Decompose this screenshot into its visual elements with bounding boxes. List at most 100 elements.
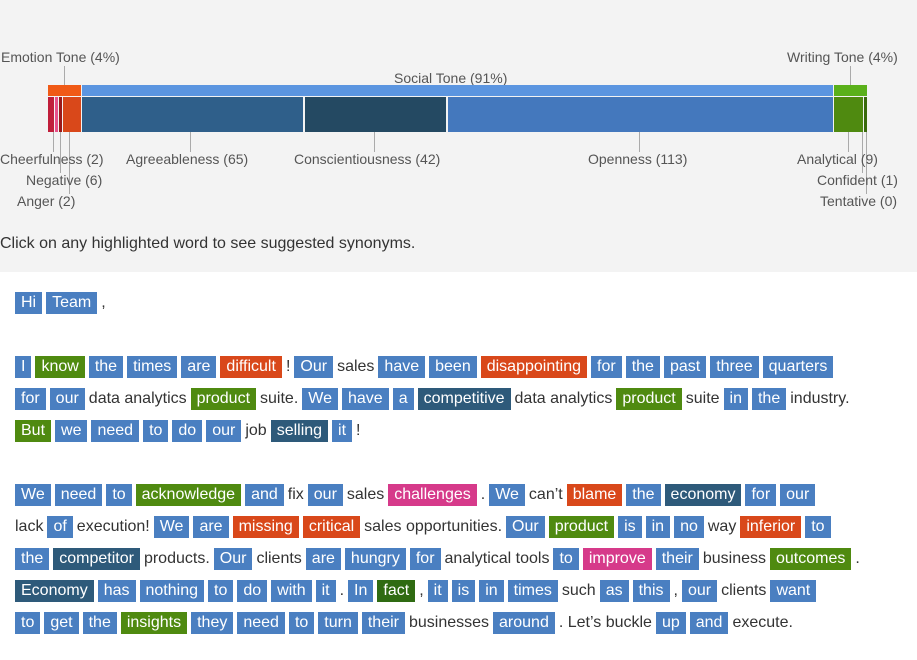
highlighted-word[interactable]: the — [88, 356, 124, 378]
highlighted-word[interactable]: But — [15, 420, 52, 442]
highlighted-word[interactable]: to — [805, 516, 831, 538]
highlighted-word[interactable]: In — [348, 580, 374, 602]
highlighted-word[interactable]: our — [307, 484, 343, 506]
highlighted-word[interactable]: times — [127, 356, 178, 378]
highlighted-word[interactable]: fact — [377, 580, 416, 602]
emotion-tone-bar[interactable] — [48, 85, 81, 96]
highlighted-word[interactable]: want — [770, 580, 817, 602]
highlighted-word[interactable]: inferior — [740, 516, 802, 538]
highlighted-word[interactable]: with — [271, 580, 312, 602]
highlighted-word[interactable]: We — [302, 388, 338, 410]
highlighted-word[interactable]: critical — [302, 516, 361, 538]
highlighted-word[interactable]: I — [15, 356, 32, 378]
highlighted-word[interactable]: get — [44, 612, 79, 634]
highlighted-word[interactable]: blame — [566, 484, 623, 506]
highlighted-word[interactable]: in — [723, 388, 748, 410]
highlighted-word[interactable]: to — [553, 548, 579, 570]
highlighted-word[interactable]: Our — [294, 356, 334, 378]
highlighted-word[interactable]: missing — [232, 516, 299, 538]
highlighted-word[interactable]: We — [153, 516, 190, 538]
highlighted-word[interactable]: as — [599, 580, 629, 602]
emotion-rest-bar[interactable] — [63, 97, 81, 132]
highlighted-word[interactable]: the — [625, 356, 660, 378]
agreeableness-bar[interactable] — [82, 97, 303, 132]
highlighted-word[interactable]: are — [193, 516, 229, 538]
confident-bar[interactable] — [864, 97, 867, 132]
highlighted-word[interactable]: the — [751, 388, 787, 410]
highlighted-word[interactable]: need — [91, 420, 140, 442]
highlighted-word[interactable]: competitor — [53, 548, 140, 570]
highlighted-word[interactable]: are — [305, 548, 341, 570]
highlighted-word[interactable]: around — [493, 612, 555, 634]
highlighted-word[interactable]: is — [451, 580, 476, 602]
highlighted-word[interactable]: up — [655, 612, 686, 634]
highlighted-word[interactable]: to — [143, 420, 169, 442]
anger-bar[interactable] — [59, 97, 62, 132]
highlighted-word[interactable]: have — [378, 356, 426, 378]
highlighted-word[interactable]: need — [237, 612, 285, 634]
highlighted-word[interactable]: for — [15, 388, 46, 410]
highlighted-word[interactable]: they — [191, 612, 234, 634]
highlighted-word[interactable]: it — [332, 420, 353, 442]
highlighted-word[interactable]: been — [429, 356, 477, 378]
highlighted-word[interactable]: Team — [46, 292, 98, 314]
highlighted-word[interactable]: for — [591, 356, 622, 378]
highlighted-word[interactable]: and — [245, 484, 284, 506]
highlighted-word[interactable]: in — [479, 580, 504, 602]
social-tone-bar[interactable] — [82, 85, 833, 96]
analytical-bar[interactable] — [834, 97, 863, 132]
highlighted-word[interactable]: Our — [213, 548, 253, 570]
highlighted-word[interactable]: need — [54, 484, 103, 506]
highlighted-word[interactable]: has — [97, 580, 136, 602]
negative-bar[interactable] — [55, 97, 58, 132]
highlighted-word[interactable]: for — [409, 548, 441, 570]
highlighted-word[interactable]: Our — [506, 516, 545, 538]
highlighted-word[interactable]: our — [49, 388, 85, 410]
highlighted-word[interactable]: difficult — [220, 356, 282, 378]
highlighted-word[interactable]: have — [341, 388, 389, 410]
highlighted-word[interactable]: our — [780, 484, 816, 506]
highlighted-word[interactable]: past — [663, 356, 707, 378]
highlighted-word[interactable]: economy — [664, 484, 742, 506]
highlighted-word[interactable]: acknowledge — [135, 484, 242, 506]
highlighted-word[interactable]: nothing — [139, 580, 204, 602]
highlighted-word[interactable]: a — [392, 388, 414, 410]
highlighted-word[interactable]: do — [172, 420, 203, 442]
highlighted-word[interactable]: We — [15, 484, 51, 506]
highlighted-word[interactable]: quarters — [762, 356, 834, 378]
highlighted-word[interactable]: to — [288, 612, 315, 634]
highlighted-word[interactable]: competitive — [417, 388, 511, 410]
highlighted-word[interactable]: the — [15, 548, 50, 570]
highlighted-word[interactable]: product — [616, 388, 682, 410]
highlighted-word[interactable]: are — [181, 356, 217, 378]
highlighted-word[interactable]: of — [47, 516, 73, 538]
highlighted-word[interactable]: Economy — [15, 580, 94, 602]
highlighted-word[interactable]: outcomes — [770, 548, 852, 570]
highlighted-word[interactable]: disappointing — [480, 356, 588, 378]
highlighted-word[interactable]: the — [82, 612, 117, 634]
writing-tone-bar[interactable] — [834, 85, 867, 96]
highlighted-word[interactable]: is — [618, 516, 642, 538]
highlighted-word[interactable]: do — [237, 580, 268, 602]
highlighted-word[interactable]: challenges — [388, 484, 477, 506]
highlighted-word[interactable]: to — [106, 484, 132, 506]
highlighted-word[interactable]: for — [745, 484, 777, 506]
highlighted-word[interactable]: hungry — [344, 548, 406, 570]
highlighted-word[interactable]: selling — [270, 420, 329, 442]
highlighted-word[interactable]: their — [361, 612, 405, 634]
highlighted-word[interactable]: this — [632, 580, 670, 602]
openness-bar[interactable] — [448, 97, 833, 132]
highlighted-word[interactable]: the — [626, 484, 661, 506]
highlighted-word[interactable]: to — [208, 580, 234, 602]
highlighted-word[interactable]: to — [15, 612, 41, 634]
highlighted-word[interactable]: product — [548, 516, 615, 538]
highlighted-word[interactable]: product — [190, 388, 257, 410]
highlighted-word[interactable]: know — [35, 356, 85, 378]
highlighted-word[interactable]: it — [427, 580, 448, 602]
cheerfulness-bar[interactable] — [48, 97, 54, 132]
highlighted-word[interactable]: and — [689, 612, 729, 634]
highlighted-word[interactable]: three — [710, 356, 759, 378]
highlighted-word[interactable]: it — [315, 580, 336, 602]
highlighted-word[interactable]: insights — [120, 612, 188, 634]
conscientiousness-bar[interactable] — [305, 97, 446, 132]
